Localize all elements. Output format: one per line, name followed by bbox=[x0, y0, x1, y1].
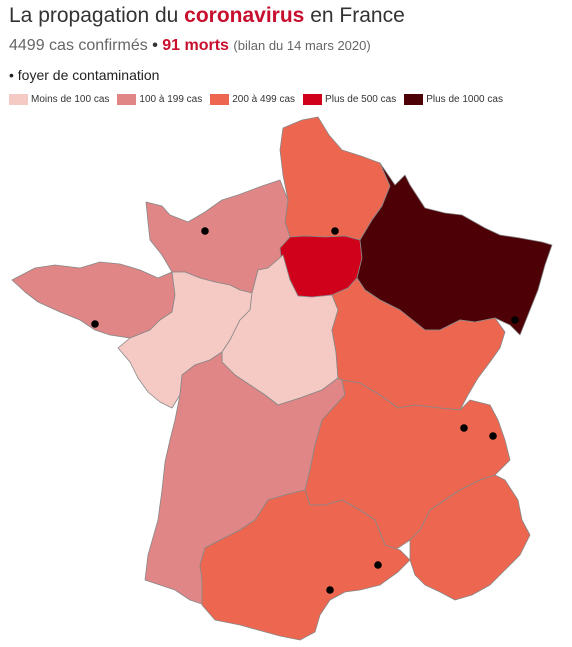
legend-label: Moins de 100 cas bbox=[31, 94, 110, 105]
legend-item-1: 100 à 199 cas bbox=[117, 94, 202, 105]
legend-item-2: 200 à 499 cas bbox=[210, 94, 295, 105]
foyer-marker[interactable]: Isère bbox=[374, 561, 382, 569]
foyer-marker[interactable]: Gard bbox=[326, 586, 334, 594]
legend-label: 100 à 199 cas bbox=[139, 94, 203, 105]
legend-swatch bbox=[117, 94, 137, 105]
subtitle-separator: • bbox=[152, 37, 158, 54]
page-title: La propagation du coronavirus en France bbox=[9, 4, 405, 28]
foyer-marker[interactable]: Haute-Savoie bbox=[511, 316, 519, 324]
region-paca[interactable]: Provence-Alpes-Côte d'Azur bbox=[409, 474, 531, 601]
report-date-note: (bilan du 14 mars 2020) bbox=[233, 38, 371, 53]
regions-layer: Hauts-de-France Normandie Île-de-France … bbox=[11, 116, 553, 641]
legend-item-0: Moins de 100 cas bbox=[9, 94, 109, 105]
foyer-marker[interactable]: Creil bbox=[331, 227, 339, 235]
foyer-marker[interactable]: Montpellier bbox=[489, 432, 497, 440]
legend-swatch bbox=[303, 94, 323, 105]
region-occitanie[interactable]: Occitanie bbox=[199, 489, 411, 641]
legend-label: Plus de 500 cas bbox=[325, 94, 397, 105]
legend-swatch bbox=[9, 94, 28, 105]
deaths-count: 91 morts bbox=[162, 37, 229, 54]
foyer-legend: • foyer de contamination bbox=[9, 67, 160, 83]
foyer-marker[interactable]: Calvados bbox=[460, 424, 468, 432]
legend-label: 200 à 499 cas bbox=[232, 94, 296, 105]
cases-count: 4499 cas confirmés bbox=[9, 37, 148, 54]
title-highlight: coronavirus bbox=[184, 4, 305, 27]
title-suffix: en France bbox=[304, 4, 405, 27]
legend: Moins de 100 cas 100 à 199 cas 200 à 499… bbox=[9, 94, 503, 105]
title-prefix: La propagation du bbox=[9, 4, 185, 27]
legend-swatch bbox=[404, 94, 424, 105]
legend-item-4: Plus de 1000 cas bbox=[404, 94, 503, 105]
legend-item-3: Plus de 500 cas bbox=[303, 94, 396, 105]
legend-label: Plus de 1000 cas bbox=[426, 94, 503, 105]
legend-swatch bbox=[210, 94, 230, 105]
foyer-marker[interactable]: Mulhouse bbox=[91, 320, 99, 328]
region-grand-est[interactable]: Grand Est bbox=[356, 162, 553, 336]
foyer-marker[interactable]: Morbihan bbox=[201, 227, 209, 235]
subtitle: 4499 cas confirmés • 91 morts (bilan du … bbox=[9, 37, 371, 55]
foyers-layer: Creil Haute-Savoie Mulhouse Morbihan Calvado… bbox=[91, 227, 519, 594]
